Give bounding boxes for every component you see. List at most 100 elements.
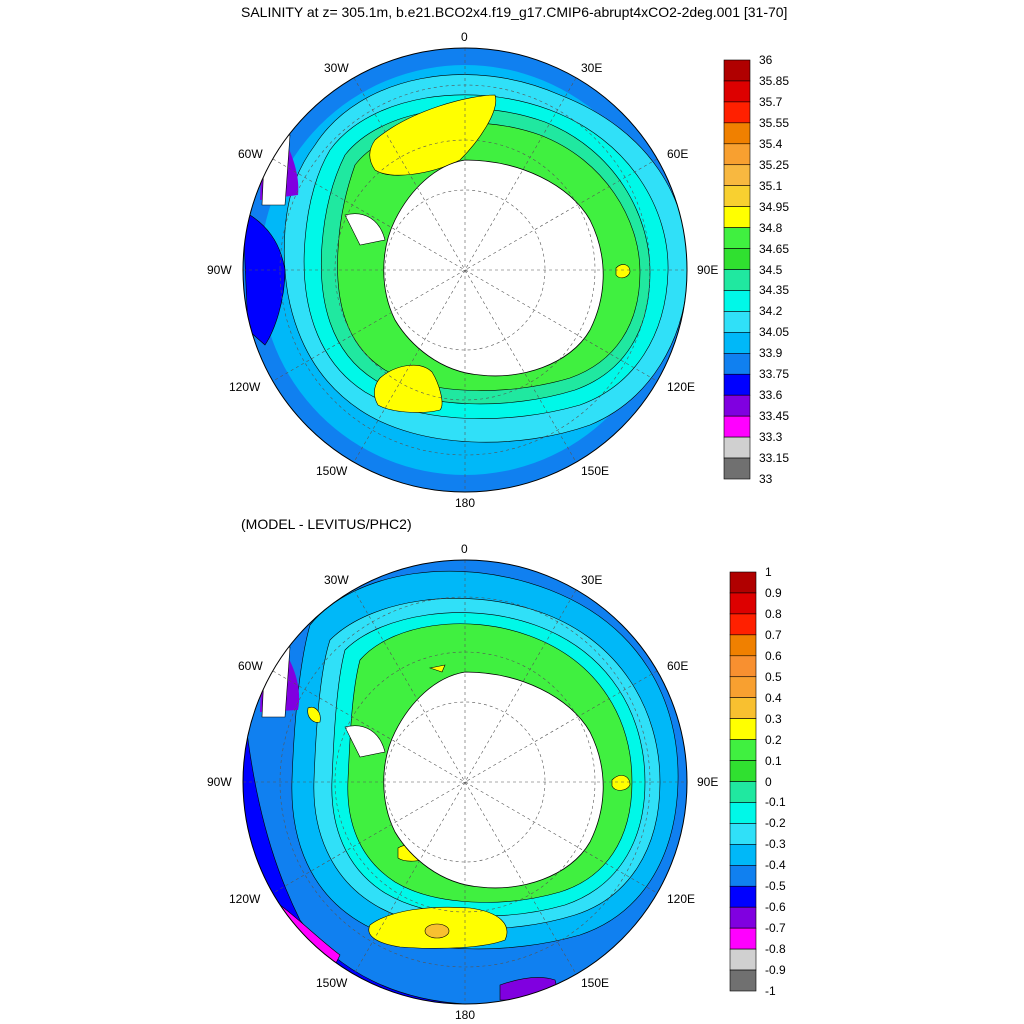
top-colorbar-label-20: 33 (759, 472, 773, 486)
top-panel-title: SALINITY at z= 305.1m, b.e21.BCO2x4.f19_… (241, 4, 788, 20)
bottom-colorbar-label-14: -0.4 (765, 858, 786, 873)
bottom-colorbar-swatch-8 (729, 739, 757, 761)
top-colorbar-swatch-16 (723, 394, 751, 417)
top-lon-label-30w: 30W (324, 61, 349, 75)
top-colorbar-swatch-1 (723, 80, 751, 103)
bottom-colorbar-swatch-5 (729, 676, 757, 699)
top-lon-label-150w: 150W (316, 464, 348, 478)
bottom-lon-label-30w: 30W (324, 573, 349, 587)
bottom-colorbar-label-3: 0.7 (765, 627, 782, 642)
top-colorbar-swatch-10 (723, 269, 751, 291)
bottom-lon-label-90w: 90W (207, 775, 232, 789)
top-lon-label-120w: 120W (229, 380, 261, 394)
bottom-colorbar (729, 571, 757, 992)
top-colorbar-swatch-3 (723, 122, 751, 145)
bottom-lon-label-60e: 60E (667, 659, 689, 673)
top-colorbar-label-0: 36 (759, 53, 773, 67)
bottom-colorbar-label-2: 0.8 (765, 606, 782, 621)
top-colorbar-label-12: 34.2 (759, 304, 783, 319)
bottom-lon-label-0: 0 (461, 542, 468, 556)
bottom-colorbar-swatch-16 (729, 906, 757, 929)
bottom-colorbar-swatch-13 (729, 844, 757, 866)
bottom-colorbar-label-12: -0.2 (765, 816, 786, 831)
bottom-colorbar-label-20: -1 (765, 984, 776, 998)
top-lon-label-90e: 90E (697, 263, 719, 277)
top-colorbar-label-13: 34.05 (759, 325, 790, 340)
bottom-colorbar-swatch-0 (729, 571, 757, 594)
bottom-colorbar-label-18: -0.8 (765, 942, 786, 957)
top-colorbar-swatch-7 (723, 206, 751, 228)
top-colorbar-label-1: 35.85 (759, 73, 790, 88)
top-lon-label-60e: 60E (667, 147, 689, 161)
top-colorbar (723, 59, 751, 480)
top-lon-label-120e: 120E (667, 380, 696, 394)
bottom-colorbar-label-16: -0.6 (765, 900, 786, 915)
bottom-colorbar-label-17: -0.7 (765, 921, 786, 936)
top-colorbar-swatch-2 (723, 101, 751, 124)
top-colorbar-label-19: 33.15 (759, 451, 790, 466)
bottom-colorbar-label-11: -0.1 (765, 795, 786, 810)
top-colorbar-label-8: 34.8 (759, 220, 783, 235)
top-lon-label-60w: 60W (238, 147, 263, 161)
bottom-colorbar-label-7: 0.3 (765, 711, 782, 726)
top-colorbar-swatch-5 (723, 164, 751, 187)
top-colorbar-label-3: 35.55 (759, 115, 790, 130)
bottom-lon-label-120w: 120W (229, 892, 261, 906)
bottom-lon-label-90e: 90E (697, 775, 719, 789)
bottom-lon-label-30e: 30E (581, 573, 603, 587)
bottom-colorbar-swatch-4 (729, 655, 757, 678)
bottom-colorbar-label-0: 1 (765, 565, 772, 579)
top-lon-label-90w: 90W (207, 263, 232, 277)
bottom-colorbar-swatch-1 (729, 592, 757, 615)
top-colorbar-swatch-17 (723, 415, 751, 438)
top-map-outline (242, 47, 688, 493)
bottom-colorbar-swatch-12 (729, 823, 757, 845)
bottom-colorbar-label-19: -0.9 (765, 963, 786, 978)
bottom-colorbar-swatch-2 (729, 613, 757, 636)
top-colorbar-swatch-12 (723, 311, 751, 333)
bottom-colorbar-swatch-10 (729, 781, 757, 803)
bottom-colorbar-swatch-6 (729, 697, 757, 719)
bottom-lon-label-180: 180 (455, 1008, 476, 1022)
top-colorbar-label-5: 35.25 (759, 157, 790, 172)
bottom-colorbar-swatch-15 (729, 885, 757, 908)
top-colorbar-swatch-6 (723, 185, 751, 207)
top-colorbar-swatch-11 (723, 290, 751, 312)
bottom-colorbar-swatch-7 (729, 718, 757, 740)
top-colorbar-swatch-15 (723, 373, 751, 396)
top-colorbar-swatch-19 (723, 457, 751, 480)
bottom-colorbar-label-6: 0.4 (765, 690, 782, 705)
top-colorbar-label-10: 34.5 (759, 262, 783, 277)
top-salinity-field (243, 48, 687, 492)
top-colorbar-swatch-13 (723, 332, 751, 354)
bottom-lon-label-150w: 150W (316, 976, 348, 990)
bottom-colorbar-label-8: 0.2 (765, 732, 782, 747)
top-lon-label-0: 0 (461, 30, 468, 44)
top-colorbar-label-16: 33.6 (759, 388, 783, 403)
top-colorbar-swatch-18 (723, 436, 751, 459)
top-colorbar-label-6: 35.1 (759, 178, 783, 193)
bottom-panel-title: (MODEL - LEVITUS/PHC2) (241, 516, 412, 532)
bottom-colorbar-swatch-11 (729, 802, 757, 824)
top-colorbar-swatch-4 (723, 143, 751, 166)
top-lon-label-150e: 150E (581, 464, 610, 478)
top-colorbar-label-17: 33.45 (759, 409, 790, 424)
bottom-lon-label-120e: 120E (667, 892, 696, 906)
top-colorbar-label-9: 34.65 (759, 241, 790, 256)
bottom-colorbar-label-1: 0.9 (765, 585, 782, 600)
bottom-colorbar-swatch-17 (729, 927, 757, 950)
bottom-colorbar-label-15: -0.5 (765, 879, 786, 894)
top-colorbar-label-15: 33.75 (759, 367, 790, 382)
top-colorbar-label-4: 35.4 (759, 136, 783, 151)
bottom-colorbar-swatch-3 (729, 634, 757, 657)
top-colorbar-swatch-14 (723, 352, 751, 375)
bottom-colorbar-swatch-9 (729, 760, 757, 782)
bottom-difference-field (243, 560, 687, 1004)
bottom-colorbar-label-5: 0.5 (765, 669, 782, 684)
top-colorbar-swatch-0 (723, 59, 751, 82)
bottom-colorbar-label-13: -0.3 (765, 837, 786, 852)
top-colorbar-label-14: 33.9 (759, 346, 783, 361)
bottom-lon-label-60w: 60W (238, 659, 263, 673)
bottom-colorbar-swatch-19 (729, 969, 757, 992)
